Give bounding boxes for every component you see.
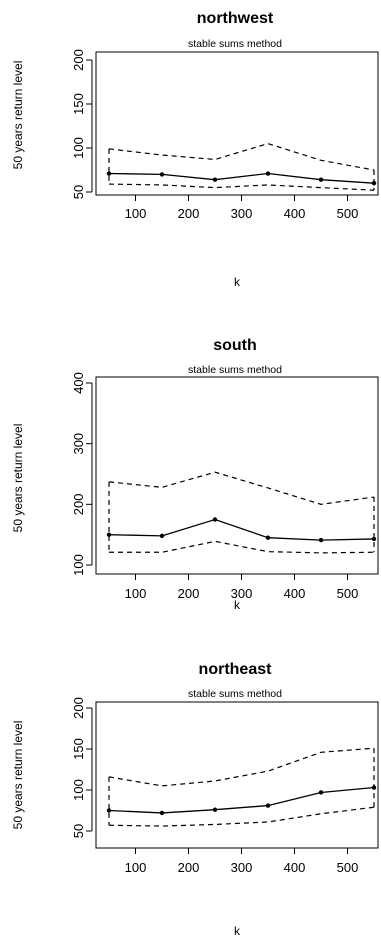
data-point [318,537,324,543]
tick-layer: 50 100 150 200 100 200 300 400 500 [71,697,358,875]
x-tick-label: 500 [337,206,359,221]
x-tick-label: 400 [284,586,306,601]
plot-frame [95,376,379,575]
data-point [265,535,271,540]
tick-layer: 50 100 150 200 100 200 300 400 500 [71,49,358,221]
x-tick-label: 100 [125,206,147,221]
data-point [212,517,218,522]
series-line-estimate [108,786,375,814]
x-tick-label: 500 [337,860,359,875]
x-tick-label: 200 [178,206,200,221]
series-line-lower-bound [108,806,375,827]
x-axis-label: k [234,275,241,289]
data-point [106,532,112,537]
x-tick-label: 200 [178,860,200,875]
y-tick-label: 400 [71,372,86,394]
y-axis-label: 50 years return level [11,721,25,830]
x-tick-label: 300 [231,860,253,875]
series-line-upper-bound [108,471,375,505]
data-point [106,171,112,176]
chart-subtitle: stable sums method [188,38,282,50]
y-tick-label: 200 [71,49,86,71]
series-layer [106,471,377,554]
y-axis-label: 50 years return level [11,61,25,170]
data-point [212,807,218,812]
x-tick-label: 300 [231,206,253,221]
series-line-lower-bound [108,183,375,191]
data-point [159,172,165,177]
chart-title: south [213,337,257,354]
chart-subtitle: stable sums method [188,688,282,700]
x-tick-label: 100 [125,860,147,875]
data-point [318,790,324,795]
y-tick-label: 50 [71,185,86,199]
y-tick-label: 100 [71,779,86,801]
chart-panel-northwest: northwest stable sums method 50 100 150 200… [11,10,379,289]
y-tick-label: 50 [71,824,86,838]
data-point [371,536,377,542]
y-tick-label: 200 [71,493,86,515]
x-tick-label: 400 [284,206,306,221]
y-tick-label: 200 [71,697,86,719]
series-layer [106,747,377,827]
data-point [318,177,324,182]
y-tick-label: 150 [71,93,86,115]
y-axis-label: 50 years return level [11,424,25,533]
y-tick-label: 100 [71,137,86,159]
data-point [212,177,218,182]
series-line-estimate [108,172,375,184]
series-line-upper-bound [108,747,375,787]
data-point [265,803,271,808]
data-point [159,533,165,539]
x-axis-label: k [234,924,241,938]
series-line-estimate [108,518,375,541]
series-layer [106,142,377,191]
y-tick-label: 100 [71,554,86,576]
data-point [265,171,271,176]
x-tick-label: 500 [337,586,359,601]
chart-title: northwest [197,10,274,27]
x-tick-label: 200 [178,586,200,601]
chart-subtitle: stable sums method [188,364,282,376]
y-tick-label: 300 [71,433,86,455]
x-axis-label: k [234,598,241,612]
chart-panel-south: south stable sums method 100200300400100… [11,337,379,612]
chart-title: northeast [199,661,273,678]
data-point [159,810,165,816]
chart-panel-northeast: northeast stable sums method 50 100 150 200… [11,661,379,938]
series-line-upper-bound [108,142,375,171]
y-tick-label: 150 [71,738,86,760]
x-tick-label: 100 [125,586,147,601]
x-tick-label: 400 [284,860,306,875]
tick-layer: 100 200 300 400 100 200 300 400 500 [71,372,358,601]
data-point [106,808,112,813]
series-line-lower-bound [109,540,375,554]
x-tick-label: 300 [231,586,253,601]
